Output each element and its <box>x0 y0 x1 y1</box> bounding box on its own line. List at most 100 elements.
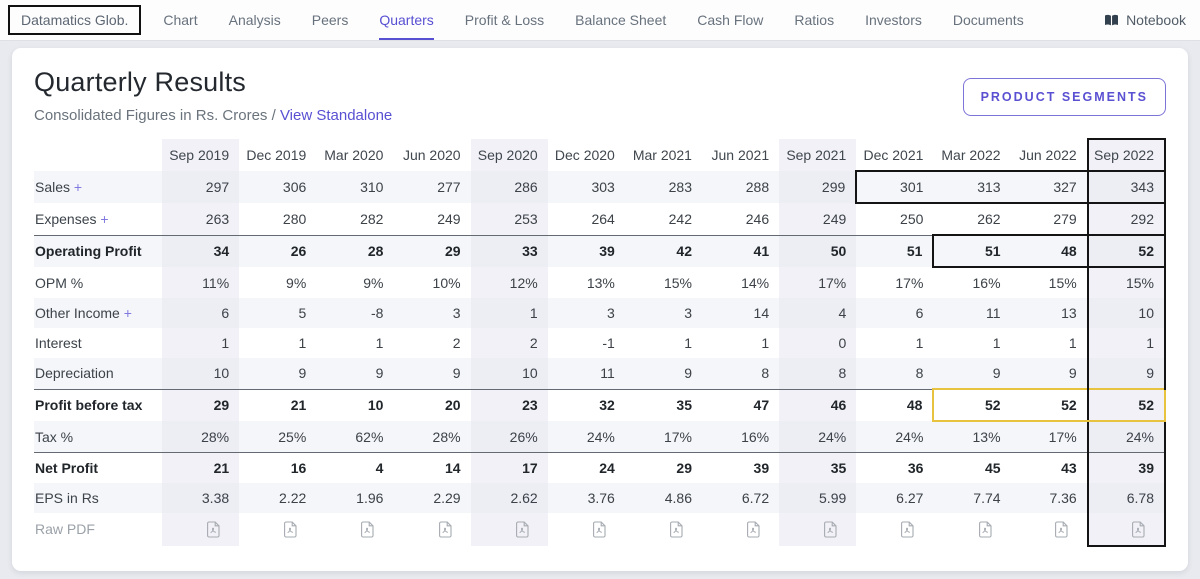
cell-net-profit-mar-2020: 4 <box>316 452 394 483</box>
raw-pdf-link-mar-2020[interactable] <box>316 513 393 546</box>
expand-plus-icon[interactable]: + <box>70 179 83 195</box>
nav-item-peers[interactable]: Peers <box>311 12 349 28</box>
cell-interest-mar-2022: 1 <box>992 335 1001 351</box>
col-header-sep-2021: Sep 2021 <box>779 139 857 171</box>
cell-eps-in-rs-jun-2021: 6.72 <box>701 483 780 513</box>
cell-profit-before-tax-mar-2021: 35 <box>624 388 702 421</box>
raw-pdf-link-dec-2019[interactable] <box>239 513 316 546</box>
cell-expenses-dec-2020: 264 <box>591 210 615 227</box>
quarterly-results-table: Sep 2019 Dec 2019 Mar 2020 Jun 2020 Sep 2020… <box>34 138 1167 547</box>
raw-pdf-link-dec-2021[interactable] <box>856 513 933 546</box>
pdf-file-icon <box>207 521 220 538</box>
cell-sales-sep-2021: 299 <box>779 171 857 203</box>
book-icon <box>1105 14 1119 25</box>
company-name[interactable]: Datamatics Glob. <box>8 5 142 35</box>
cell-other-income-sep-2021: 4 <box>779 298 857 328</box>
nav-item-analysis[interactable]: Analysis <box>228 12 281 28</box>
cell-net-profit-mar-2022: 45 <box>933 452 1011 483</box>
raw-pdf-link-sep-2019[interactable] <box>162 513 240 546</box>
table-header-row: Sep 2019 Dec 2019 Mar 2020 Jun 2020 Sep 2020… <box>34 138 1167 171</box>
cell-eps-in-rs-mar-2022: 7.74 <box>933 483 1011 513</box>
nav-item-chart[interactable]: Chart <box>163 12 198 28</box>
cell-other-income-mar-2021: 3 <box>624 298 702 328</box>
cell-opm--mar-2021: 15% <box>663 274 692 291</box>
raw-pdf-link-jun-2022[interactable] <box>1011 513 1088 546</box>
cell-depreciation-mar-2020: 9 <box>316 358 394 389</box>
cell-sales-dec-2020: 303 <box>547 171 625 203</box>
cell-depreciation-sep-2021: 8 <box>779 358 857 389</box>
notebook-button[interactable]: Notebook <box>1104 0 1186 40</box>
cell-net-profit-dec-2021: 36 <box>856 452 934 483</box>
cell-profit-before-tax-sep-2020: 23 <box>470 388 548 421</box>
page-title: Quarterly Results <box>34 67 246 97</box>
table-row-operating-profit: Operating Profit 34 26 28 29 33 39 42 41 50 51 51 48… <box>34 234 1167 268</box>
cell-eps-in-rs-mar-2021: 4.86 <box>624 483 702 513</box>
pdf-file-icon <box>670 521 683 538</box>
view-standalone-link[interactable]: View Standalone <box>279 107 393 124</box>
pdf-file-icon <box>824 521 837 538</box>
nav-item-documents[interactable]: Documents <box>952 12 1024 28</box>
col-header-sep-2019: Sep 2019 <box>162 139 240 171</box>
nav-item-investors[interactable]: Investors <box>865 12 922 28</box>
cell-other-income-jun-2020: 3 <box>393 298 471 328</box>
nav-item-profit-loss[interactable]: Profit & Loss <box>464 12 545 28</box>
cell-net-profit-sep-2021: 35 <box>779 452 857 483</box>
cell-other-income-mar-2020: -8 <box>316 298 394 328</box>
pdf-file-icon <box>361 521 374 538</box>
cell-expenses-mar-2022: 262 <box>977 211 1001 227</box>
cell-operating-profit-sep-2022: 52 <box>1086 234 1167 268</box>
cell-sales-sep-2019: 297 <box>162 171 240 203</box>
raw-pdf-link-sep-2022[interactable] <box>1086 513 1167 547</box>
cell-interest-mar-2021: 1 <box>684 335 692 351</box>
cell-net-profit-sep-2022: 39 <box>1086 452 1167 483</box>
cell-eps-in-rs-sep-2022: 6.78 <box>1086 483 1167 513</box>
cell-profit-before-tax-mar-2022: 52 <box>932 388 1011 422</box>
cell-depreciation-sep-2019: 10 <box>162 358 240 389</box>
raw-pdf-link-jun-2021[interactable] <box>702 513 779 546</box>
cell-interest-mar-2020: 1 <box>375 335 384 351</box>
nav-item-cash-flow[interactable]: Cash Flow <box>697 12 764 28</box>
cell-tax--jun-2020: 28% <box>393 421 471 453</box>
row-label-header <box>34 139 162 171</box>
pdf-file-icon <box>747 521 760 538</box>
cell-eps-in-rs-jun-2020: 2.29 <box>393 483 471 513</box>
cell-interest-sep-2021: 0 <box>779 328 857 358</box>
cell-operating-profit-dec-2020: 39 <box>547 234 625 267</box>
row-label-sales[interactable]: Sales + <box>34 171 162 203</box>
nav-item-quarters[interactable]: Quarters <box>379 0 435 40</box>
cell-sales-jun-2021: 288 <box>701 171 780 203</box>
expand-plus-icon[interactable]: + <box>96 210 109 227</box>
cell-sales-dec-2021: 301 <box>855 170 934 204</box>
raw-pdf-link-sep-2020[interactable] <box>470 513 548 546</box>
raw-pdf-link-dec-2020[interactable] <box>548 513 625 546</box>
cell-expenses-sep-2019: 263 <box>162 203 240 235</box>
product-segments-button[interactable]: PRODUCT SEGMENTS <box>962 78 1166 116</box>
top-navigation: Datamatics Glob. Chart Analysis Peers Quart… <box>0 0 1200 40</box>
row-label-other-income[interactable]: Other Income + <box>34 298 162 328</box>
row-label-depreciation: Depreciation <box>34 358 162 389</box>
cell-profit-before-tax-sep-2021: 46 <box>779 388 857 421</box>
col-header-dec-2020: Dec 2020 <box>554 147 615 163</box>
nav-item-ratios[interactable]: Ratios <box>794 12 835 28</box>
raw-pdf-link-mar-2021[interactable] <box>625 513 702 546</box>
raw-pdf-link-sep-2021[interactable] <box>779 513 857 546</box>
cell-profit-before-tax-dec-2020: 32 <box>547 388 625 421</box>
cell-profit-before-tax-jun-2021: 47 <box>701 388 780 421</box>
table-row-eps-in-rs: EPS in Rs 3.38 2.22 1.96 2.29 2.62 3.76 4.86 6.7… <box>34 483 1167 513</box>
cell-other-income-jun-2021: 14 <box>701 298 780 328</box>
quarterly-results-card: Quarterly Results Consolidated Figures i… <box>12 48 1188 571</box>
cell-tax--mar-2022: 13% <box>933 421 1011 453</box>
raw-pdf-link-mar-2022[interactable] <box>933 513 1010 546</box>
row-label-expenses[interactable]: Expenses + <box>35 210 109 227</box>
raw-pdf-link-jun-2020[interactable] <box>393 513 470 546</box>
pdf-file-icon <box>438 521 452 538</box>
cell-expenses-jun-2021: 246 <box>745 210 770 227</box>
pdf-file-icon <box>978 521 992 538</box>
table-row-profit-before-tax: Profit before tax 29 21 10 20 23 32 35 47 46 48 52 5… <box>34 388 1167 422</box>
cell-opm--sep-2022: 15% <box>1086 267 1167 298</box>
cell-tax--dec-2019: 25% <box>239 421 317 453</box>
cell-interest-dec-2020: -1 <box>602 335 615 351</box>
nav-item-balance-sheet[interactable]: Balance Sheet <box>575 12 667 28</box>
pdf-file-icon <box>1054 521 1068 538</box>
expand-plus-icon[interactable]: + <box>119 305 132 321</box>
